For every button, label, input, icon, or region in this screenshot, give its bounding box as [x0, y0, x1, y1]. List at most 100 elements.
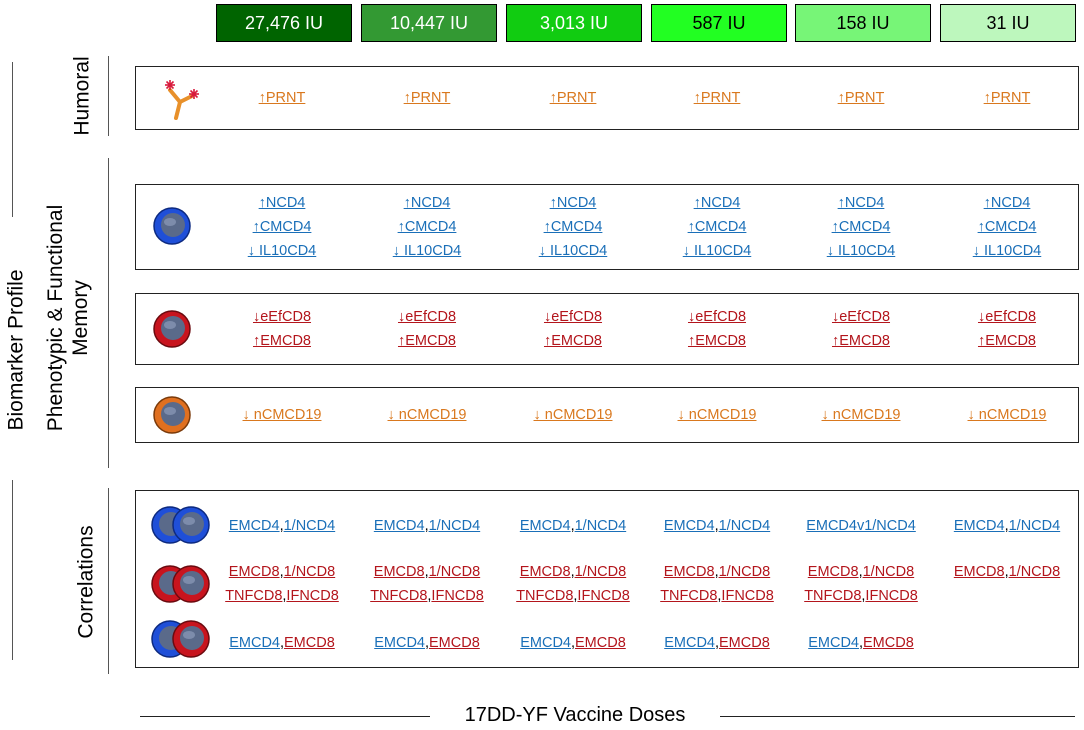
- correlations-bracket-line: [108, 488, 109, 674]
- corr-cd4-marker: EMCD4: [953, 518, 1005, 534]
- cell-line: ↑NCD4: [393, 191, 462, 215]
- red-cell-icon: [153, 310, 191, 348]
- antibody-icon: [165, 80, 199, 120]
- cd4-marker: ↑NCD4: [403, 195, 451, 211]
- blue-cell-icon: [153, 207, 191, 245]
- cell-line: ↑PRNT: [404, 86, 451, 110]
- cd4-marker: ↑NCD4: [693, 195, 741, 211]
- cell-line: ↓ nCMCD19: [534, 403, 613, 427]
- cd4-marker: ↓ IL10CD4: [682, 243, 752, 259]
- blue-red-cell-icon: [151, 620, 210, 658]
- corr-cd4-cell: EMCD4,1/NCD4: [520, 514, 626, 538]
- cell-line: EMCD4,EMCD8: [808, 635, 914, 651]
- corr-cd8-marker: IFNCD8: [721, 588, 774, 604]
- cell-line: EMCD8,1/NCD8: [228, 564, 336, 580]
- cell-line: ↓eEfCD8: [688, 305, 746, 329]
- corr-cd8-cell: EMCD8,1/NCD8 TNFCD8,IFNCD8: [516, 560, 630, 608]
- corr-cd4-cell: EMCD4v1/NCD4: [806, 514, 916, 538]
- dose-box: 587 IU: [651, 4, 787, 42]
- cell-line: ↓ nCMCD19: [822, 403, 901, 427]
- humoral-cell: ↑PRNT: [838, 86, 885, 110]
- corr-cd8-marker: EMCD8: [663, 564, 715, 580]
- dose-box: 158 IU: [795, 4, 931, 42]
- cd19-marker: ↓ nCMCD19: [821, 407, 901, 423]
- cd8-marker: ↑EMCD8: [252, 333, 311, 349]
- corr-mixed-cd8-marker: EMCD8: [575, 635, 626, 651]
- corr-mixed-cell: EMCD4,EMCD8: [808, 631, 914, 655]
- cell-line: TNFCD8,IFNCD8: [660, 588, 774, 604]
- cell-line: ↓ nCMCD19: [388, 403, 467, 427]
- humoral-panel: [135, 66, 1079, 130]
- corr-cd8-cell: EMCD8,1/NCD8 TNFCD8,IFNCD8: [660, 560, 774, 608]
- cd19-cell: ↓ nCMCD19: [678, 403, 757, 427]
- x-axis-line-left: [140, 716, 430, 717]
- cell-line: EMCD4,1/NCD4: [953, 518, 1061, 534]
- cell-line: TNFCD8,IFNCD8: [225, 588, 339, 604]
- corr-cd4-marker: EMCD4: [373, 518, 425, 534]
- corr-cd8-marker: 1/NCD8: [574, 564, 627, 580]
- corr-cd4-marker: 1/NCD4: [718, 518, 771, 534]
- cell-line: ↓eEfCD8: [544, 305, 602, 329]
- x-axis-line-right: [720, 716, 1075, 717]
- dose-box: 3,013 IU: [506, 4, 642, 42]
- cell-line: ↑NCD4: [248, 191, 317, 215]
- biomarker-profile-line-top: [12, 62, 13, 217]
- cd4-cell: ↑NCD4 ↑CMCD4 ↓ IL10CD4: [973, 191, 1042, 263]
- corr-cd8-marker: EMCD8: [953, 564, 1005, 580]
- cell-line: ↓ nCMCD19: [678, 403, 757, 427]
- cell-line: TNFCD8,IFNCD8: [370, 588, 484, 604]
- prnt-label: ↑PRNT: [837, 90, 885, 106]
- corr-mixed-cd8-marker: EMCD8: [719, 635, 770, 651]
- cell-line: ↓ IL10CD4: [827, 239, 896, 263]
- humoral-cell: ↑PRNT: [694, 86, 741, 110]
- humoral-label: Humoral: [70, 56, 94, 136]
- cd8-cell: ↓eEfCD8 ↑EMCD8: [398, 305, 456, 353]
- humoral-cell: ↑PRNT: [259, 86, 306, 110]
- cd4-panel: [135, 184, 1079, 270]
- cd4-marker: ↓ IL10CD4: [538, 243, 608, 259]
- cell-line: ↑EMCD8: [398, 329, 456, 353]
- cell-line: EMCD8,1/NCD8: [373, 564, 481, 580]
- cd4-marker: ↑CMCD4: [397, 219, 457, 235]
- cd8-marker: ↓eEfCD8: [687, 309, 747, 325]
- corr-cd8-marker: IFNCD8: [865, 588, 918, 604]
- corr-cd8-marker: TNFCD8: [660, 588, 718, 604]
- cd19-marker: ↓ nCMCD19: [967, 407, 1047, 423]
- corr-cd4-marker: 1/NCD4: [283, 518, 336, 534]
- cd8-marker: ↑EMCD8: [831, 333, 890, 349]
- corr-mixed-cell: EMCD4,EMCD8: [374, 631, 480, 655]
- cd8-marker: ↓eEfCD8: [977, 309, 1037, 325]
- cd4-cell: ↑NCD4 ↑CMCD4 ↓ IL10CD4: [393, 191, 462, 263]
- corr-cd4-marker: 1/NCD4: [1008, 518, 1061, 534]
- humoral-bracket-line: [108, 56, 109, 136]
- corr-mixed-cell: EMCD4,EMCD8: [520, 631, 626, 655]
- corr-cd4-marker: EMCD4: [228, 518, 280, 534]
- corr-cd4-cell: EMCD4,1/NCD4: [229, 514, 335, 538]
- phenotypic-bracket-line: [108, 158, 109, 468]
- cell-line: EMCD4v1/NCD4: [806, 514, 916, 538]
- cell-line: ↑CMCD4: [248, 215, 317, 239]
- cd8-marker: ↑EMCD8: [543, 333, 602, 349]
- corr-mixed-cd8-marker: EMCD8: [429, 635, 480, 651]
- cell-line: EMCD4,EMCD8: [229, 635, 335, 651]
- cd8-marker: ↓eEfCD8: [543, 309, 603, 325]
- corr-cd8-marker: TNFCD8: [516, 588, 574, 604]
- cell-line: EMCD8,1/NCD8: [663, 564, 771, 580]
- corr-mixed-cd8-marker: EMCD8: [284, 635, 335, 651]
- cd8-cell: ↓eEfCD8 ↑EMCD8: [832, 305, 890, 353]
- cd4-marker: ↑NCD4: [549, 195, 597, 211]
- cell-line: ↓eEfCD8: [978, 305, 1036, 329]
- cell-line: ↑EMCD8: [832, 329, 890, 353]
- cd8-marker: ↑EMCD8: [397, 333, 456, 349]
- cd4-cell: ↑NCD4 ↑CMCD4 ↓ IL10CD4: [248, 191, 317, 263]
- cell-line: ↑NCD4: [973, 191, 1042, 215]
- cd4-cell: ↑NCD4 ↑CMCD4 ↓ IL10CD4: [539, 191, 608, 263]
- dose-box: 31 IU: [940, 4, 1076, 42]
- corr-cd4-cell: EMCD4,1/NCD4: [664, 514, 770, 538]
- cd19-cell: ↓ nCMCD19: [968, 403, 1047, 427]
- corr-cd8-marker: 1/NCD8: [1008, 564, 1061, 580]
- cd8-panel: [135, 293, 1079, 365]
- prnt-label: ↑PRNT: [403, 90, 451, 106]
- corr-cd8-marker: TNFCD8: [804, 588, 862, 604]
- corr-cd4-cell: EMCD4,1/NCD4: [374, 514, 480, 538]
